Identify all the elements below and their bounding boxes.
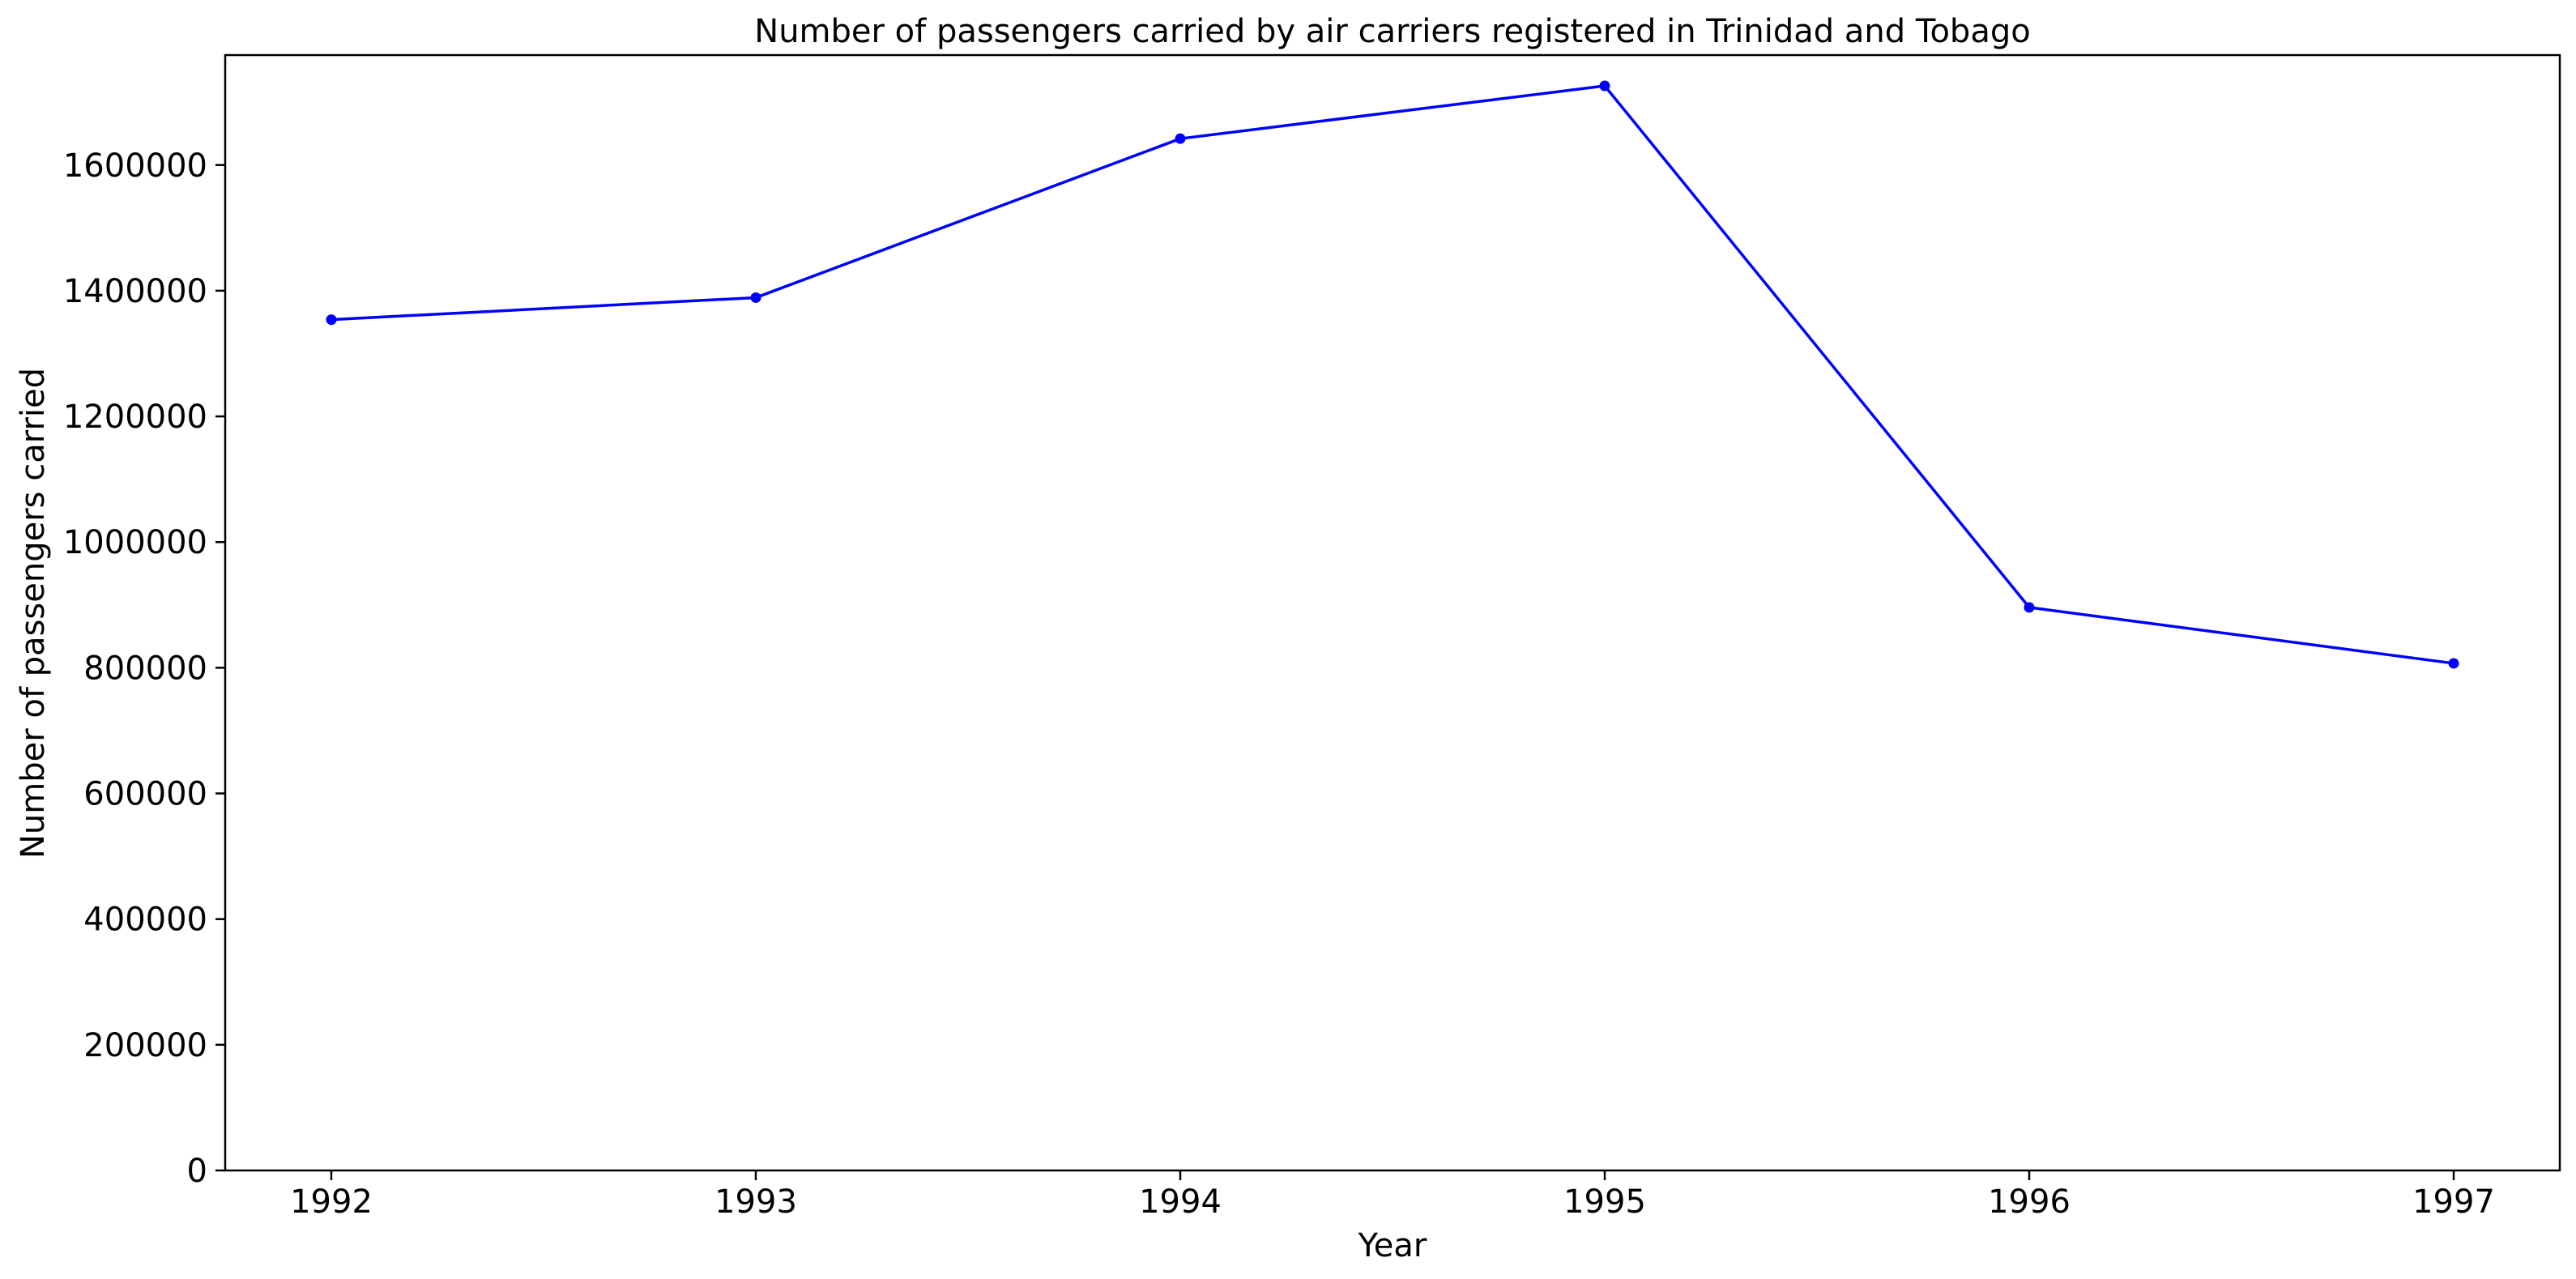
- x-axis: 1992 1993 1994 1995 1996 1997: [290, 1170, 2495, 1221]
- y-tick-label: 1600000: [63, 147, 207, 185]
- y-tick-label: 600000: [83, 776, 207, 813]
- y-axis-label: Number of passengers carried: [15, 368, 52, 859]
- data-point-1995: [1599, 80, 1610, 92]
- data-point-1996: [2024, 602, 2035, 613]
- series-line: [331, 84, 2454, 665]
- y-tick-label: 200000: [83, 1027, 207, 1064]
- x-tick-label: 1993: [714, 1183, 797, 1221]
- data-point-1994: [1175, 133, 1186, 144]
- series-layer: [326, 80, 2459, 669]
- data-point-1997: [2448, 658, 2459, 669]
- y-axis: 0 200000 400000 600000 800000 1000000 1200000 1…: [63, 147, 225, 1190]
- x-tick-label: 1994: [1139, 1183, 1222, 1221]
- data-point-1993: [750, 292, 761, 303]
- y-tick-label: 1400000: [63, 273, 207, 310]
- x-tick-label: 1992: [290, 1183, 373, 1221]
- y-tick-label: 400000: [83, 902, 207, 939]
- x-tick-label: 1995: [1563, 1183, 1646, 1221]
- data-point-1992: [326, 314, 337, 326]
- x-tick-label: 1997: [2412, 1183, 2495, 1221]
- y-tick-label: 1200000: [63, 399, 207, 436]
- plot-area-frame: [224, 53, 2561, 1172]
- x-axis-label: Year: [1358, 1227, 1427, 1264]
- y-tick-label: 1000000: [63, 524, 207, 561]
- y-tick-label: 800000: [83, 650, 207, 687]
- x-tick-label: 1996: [1988, 1183, 2071, 1221]
- y-tick-label: 0: [187, 1153, 207, 1190]
- chart-title: Number of passengers carried by air carr…: [754, 13, 2030, 50]
